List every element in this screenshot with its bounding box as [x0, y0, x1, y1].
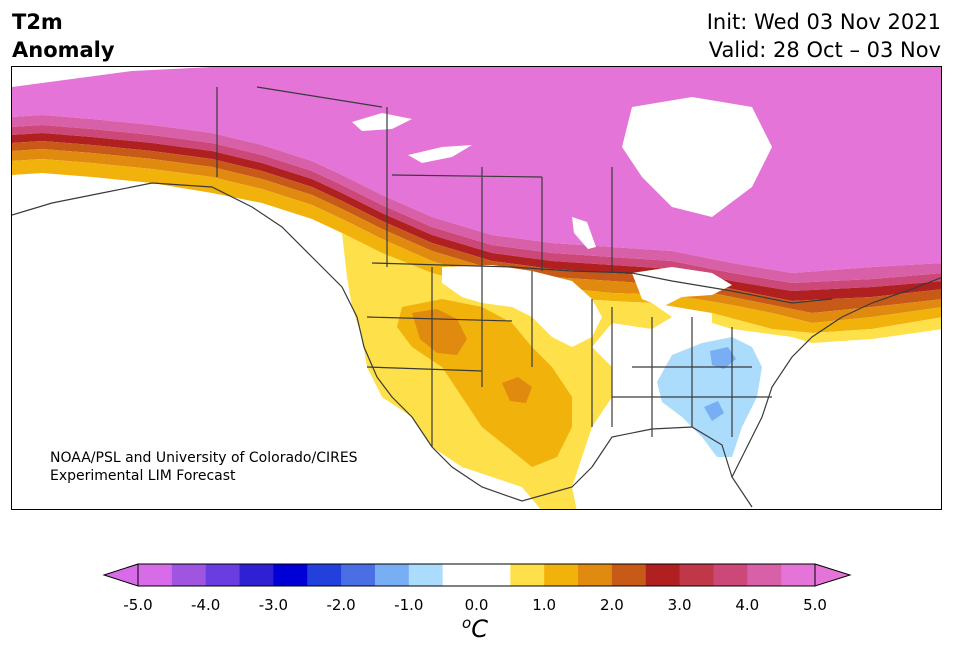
colorbar-tick-label: -5.0 [123, 596, 153, 614]
unit-degree: o [462, 614, 472, 632]
credit-line-1: NOAA/PSL and University of Colorado/CIRE… [50, 450, 358, 466]
zone-orange-southwest [412, 309, 467, 355]
colorbar-tick-label: 2.0 [599, 596, 624, 614]
colorbar-cell [408, 564, 444, 586]
colorbar-tick-label: -1.0 [394, 596, 424, 614]
colorbar-cell [781, 564, 816, 586]
init-date: Init: Wed 03 Nov 2021 [706, 10, 941, 34]
lake-winnipeg [572, 217, 596, 249]
zone-orange-texas [502, 377, 532, 403]
atlantic-coastline [731, 277, 941, 478]
us-canada-border [371, 262, 833, 304]
colorbar-tick-label: 4.0 [735, 596, 760, 614]
title-line-1: T2m [12, 10, 63, 34]
colorbar-cell [578, 564, 613, 586]
unit-celsius: C [471, 615, 488, 643]
band-gold [12, 159, 941, 333]
great-bear-lake [352, 113, 412, 131]
colorbar-tick-label: 0.0 [464, 596, 489, 614]
colorbar-cell [171, 564, 207, 586]
colorbar-min-arrow [102, 563, 139, 587]
colorbar-cell [476, 564, 511, 586]
colorbar-max-arrow [814, 563, 852, 587]
great-lakes [632, 267, 732, 307]
valid-range: Valid: 28 Oct – 03 Nov [708, 38, 941, 62]
anomaly-map [12, 67, 941, 509]
colorbar-cell [138, 564, 173, 586]
date-info: Init: Wed 03 Nov 2021 Valid: 28 Oct – 03… [707, 8, 941, 64]
colorbar-tick-label: -2.0 [326, 596, 356, 614]
credit-line-2: Experimental LIM Forecast [50, 468, 236, 484]
colorbar-cell [205, 564, 241, 586]
colorbar-cell [273, 564, 308, 586]
colorbar-tick-label: 5.0 [803, 596, 827, 614]
colorbar-cell [645, 564, 681, 586]
colorbar-cell [239, 564, 274, 586]
colorbar-cell [713, 564, 748, 586]
colorbar-cell [544, 564, 579, 586]
colorbar-cell [679, 564, 714, 586]
colorbar-tick-label: -4.0 [191, 596, 221, 614]
colorbar-outline [137, 563, 816, 587]
colorbar-tick-label: 3.0 [667, 596, 692, 614]
colorbar-cell [307, 564, 342, 586]
title-line-2: Anomaly [12, 38, 115, 62]
map-title: T2m Anomaly [12, 8, 115, 64]
colorbar-cell [747, 564, 782, 586]
band-yellow-northeast [712, 313, 941, 343]
pacific-coastline [12, 182, 593, 502]
zone-cold-core [710, 347, 736, 369]
zone-cold-carolina [704, 401, 724, 421]
map-panel: NOAA/PSL and University of Colorado/CIRE… [11, 66, 942, 510]
hudson-bay [622, 97, 772, 217]
colorbar-cell [341, 564, 376, 586]
boundaries [12, 86, 941, 508]
province-boundaries [216, 86, 613, 273]
colorbar-cells [138, 564, 816, 586]
colorbar-tick-label: -3.0 [258, 596, 289, 614]
colorbar-cell [442, 564, 477, 586]
unit-label: oC [462, 614, 488, 643]
state-boundaries-west [366, 267, 593, 447]
great-slave-lake [408, 145, 472, 163]
colorbar-tick-label: 1.0 [532, 596, 557, 614]
colorbar-cell [374, 564, 410, 586]
colorbar-cell [611, 564, 647, 586]
credit-text: NOAA/PSL and University of Colorado/CIRE… [50, 449, 358, 485]
colorbar-cell [510, 564, 545, 586]
state-boundaries-east [611, 307, 772, 437]
